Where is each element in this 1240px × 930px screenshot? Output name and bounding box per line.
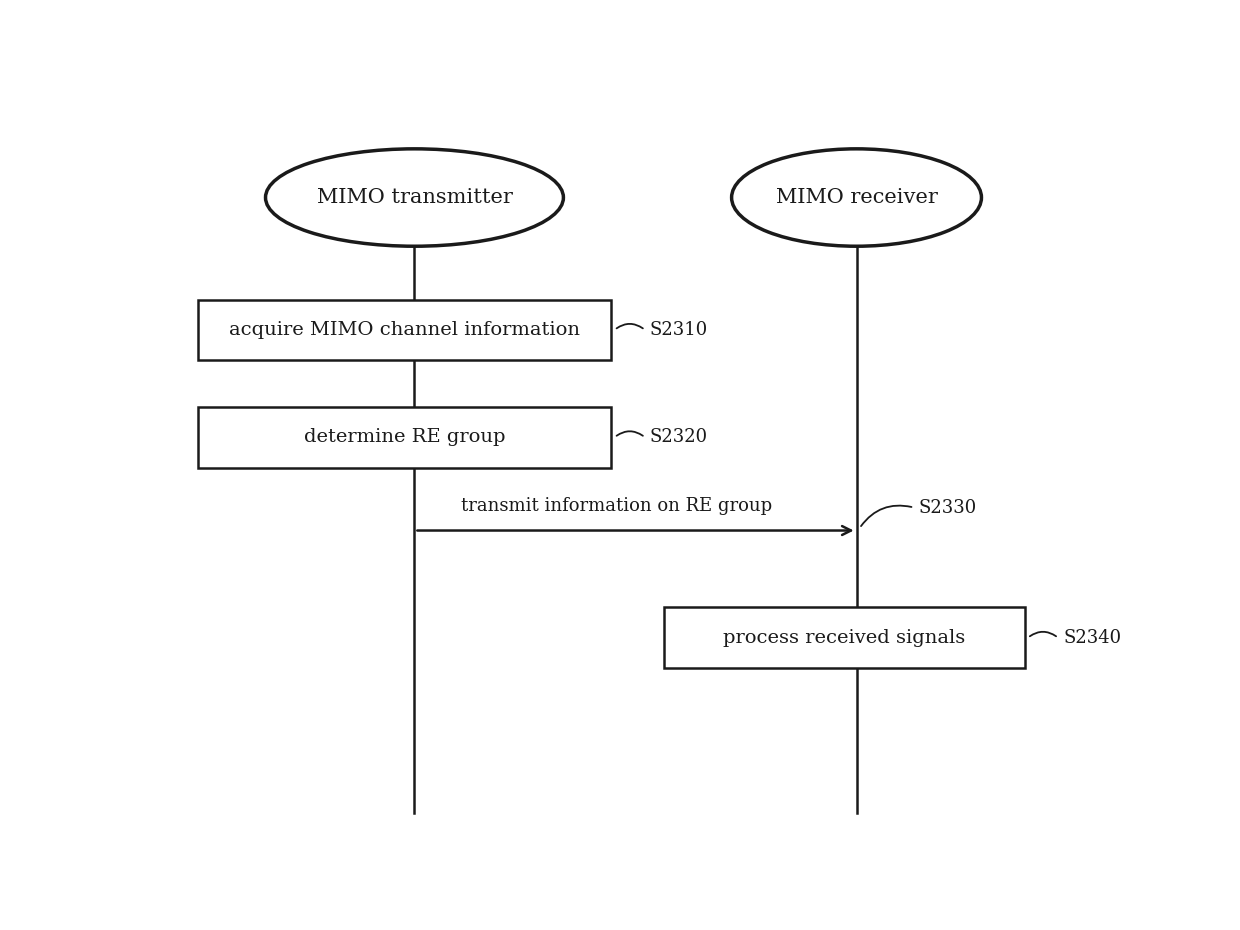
Text: process received signals: process received signals [723, 629, 966, 647]
Bar [198, 299, 611, 361]
Text: MIMO receiver: MIMO receiver [775, 188, 937, 207]
Text: S2310: S2310 [650, 321, 708, 339]
Text: MIMO transmitter: MIMO transmitter [316, 188, 512, 207]
Text: determine RE group: determine RE group [304, 429, 506, 446]
Text: S2330: S2330 [919, 498, 977, 516]
Text: S2320: S2320 [650, 429, 708, 446]
Bar [198, 407, 611, 468]
Ellipse shape [732, 149, 982, 246]
Text: S2340: S2340 [1063, 629, 1121, 647]
Text: transmit information on RE group: transmit information on RE group [461, 497, 771, 515]
Bar [665, 607, 1024, 669]
Text: acquire MIMO channel information: acquire MIMO channel information [229, 321, 580, 339]
Ellipse shape [265, 149, 563, 246]
